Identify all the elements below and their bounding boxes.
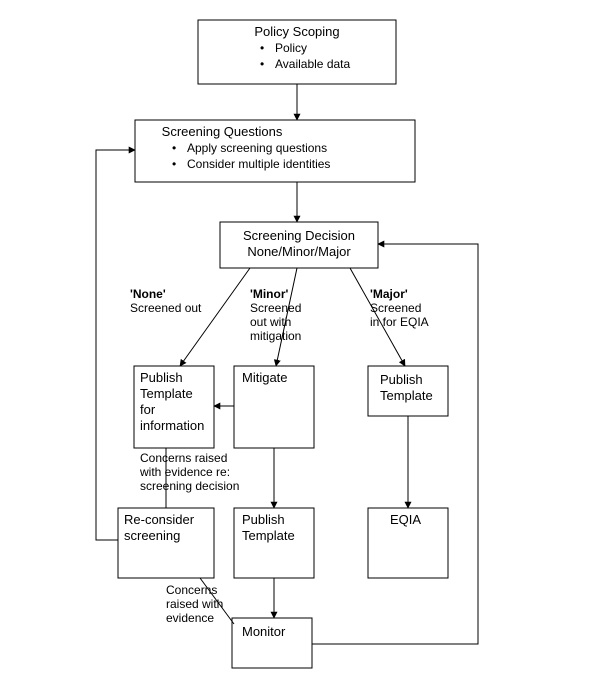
svg-text:for: for: [140, 402, 156, 417]
svg-text:•: •: [172, 157, 176, 171]
svg-text:Consider multiple identities: Consider multiple identities: [187, 157, 330, 171]
svg-text:None/Minor/Major: None/Minor/Major: [247, 244, 351, 259]
svg-text:Monitor: Monitor: [242, 624, 286, 639]
node-publish-info: Publish Template for information: [134, 366, 214, 448]
svg-text:Concerns: Concerns: [166, 583, 217, 597]
svg-text:Re-consider: Re-consider: [124, 512, 195, 527]
svg-text:EQIA: EQIA: [390, 512, 421, 527]
node-monitor: Monitor: [232, 618, 312, 668]
node-publish-template-right: Publish Template: [368, 366, 448, 416]
label-none-bold: 'None': [130, 287, 166, 301]
svg-text:Screening Decision: Screening Decision: [243, 228, 355, 243]
svg-text:mitigation: mitigation: [250, 329, 301, 343]
svg-text:•: •: [260, 41, 264, 55]
policy-scoping-title: Policy Scoping: [254, 24, 339, 39]
svg-text:out with: out with: [250, 315, 291, 329]
svg-text:information: information: [140, 418, 204, 433]
svg-text:•: •: [172, 141, 176, 155]
svg-text:Template: Template: [242, 528, 295, 543]
svg-text:with evidence re:: with evidence re:: [139, 465, 230, 479]
node-policy-scoping: Policy Scoping • Policy • Available data: [198, 20, 396, 84]
svg-text:Publish: Publish: [242, 512, 285, 527]
svg-text:Screened: Screened: [370, 301, 421, 315]
node-screening-decision: Screening Decision None/Minor/Major: [220, 222, 378, 268]
svg-text:Policy: Policy: [275, 41, 307, 55]
svg-text:Apply screening questions: Apply screening questions: [187, 141, 327, 155]
svg-text:screening decision: screening decision: [140, 479, 239, 493]
svg-text:raised with: raised with: [166, 597, 223, 611]
svg-text:Screened: Screened: [250, 301, 301, 315]
edge-reconsider-loop: [96, 150, 135, 540]
svg-text:Template: Template: [380, 388, 433, 403]
svg-text:Publish: Publish: [380, 372, 423, 387]
svg-text:Available data: Available data: [275, 57, 350, 71]
svg-text:screening: screening: [124, 528, 180, 543]
node-screening-questions: Screening Questions • Apply screening qu…: [135, 120, 415, 182]
flowchart-diagram: Policy Scoping • Policy • Available data…: [0, 0, 590, 686]
node-publish-template-mid: Publish Template: [234, 508, 314, 578]
node-eqia: EQIA: [368, 508, 448, 578]
label-minor-bold: 'Minor': [250, 287, 289, 301]
svg-text:Concerns raised: Concerns raised: [140, 451, 227, 465]
svg-text:Mitigate: Mitigate: [242, 370, 288, 385]
svg-text:Screening Questions: Screening Questions: [162, 124, 283, 139]
svg-text:Template: Template: [140, 386, 193, 401]
node-mitigate: Mitigate: [234, 366, 314, 448]
label-major-bold: 'Major': [370, 287, 408, 301]
svg-text:evidence: evidence: [166, 611, 214, 625]
svg-text:Publish: Publish: [140, 370, 183, 385]
svg-text:•: •: [260, 57, 264, 71]
node-reconsider: Re-consider screening: [118, 508, 214, 578]
label-none-rest: Screened out: [130, 301, 202, 315]
svg-text:in for EQIA: in for EQIA: [370, 315, 429, 329]
edge-decision-none: [180, 268, 250, 366]
